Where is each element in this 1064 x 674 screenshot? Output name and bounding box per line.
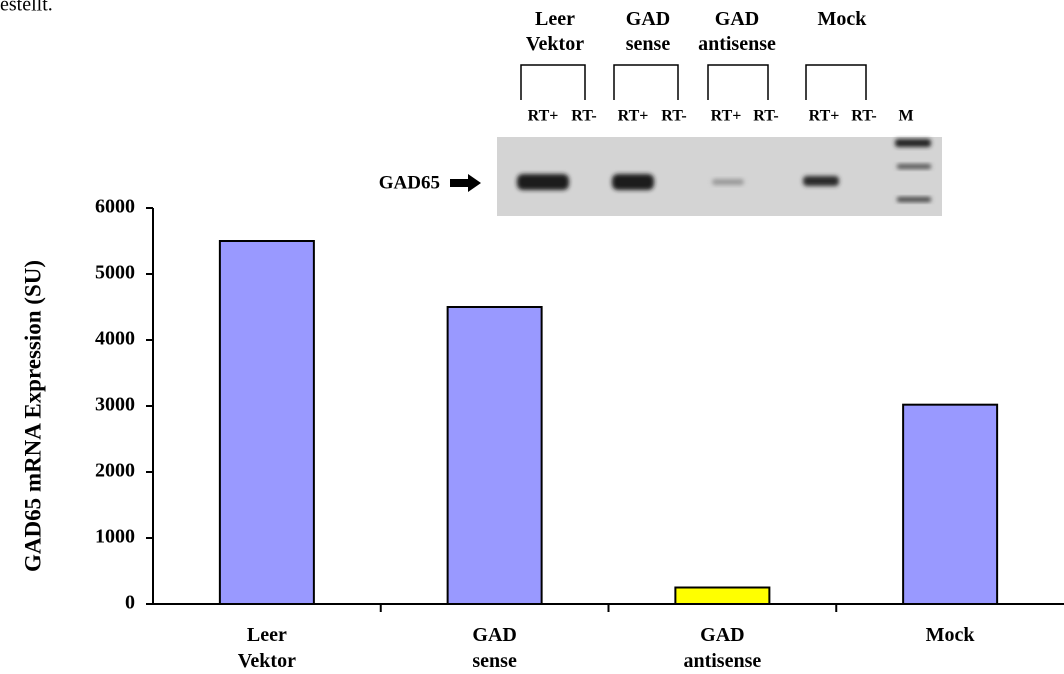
gel-image [450,65,942,216]
lane-group-label-line: GAD [626,8,670,30]
band-label: GAD65 [379,172,440,193]
x-tick-label: GAD sense [472,624,517,672]
lane-label: RT+ [618,108,649,125]
lane-group-label-line: sense [626,33,671,55]
x-tick-label: Mock [926,624,976,646]
x-tick-label-line: Vektor [238,650,296,672]
x-tick-label-line: sense [472,650,517,672]
lane-label: RT- [753,108,779,125]
x-tick-label: GAD antisense [683,624,761,672]
lane-label: RT- [661,108,687,125]
chart: estellt. GAD65 mRNA Expression (SU) 0 1000… [0,0,1064,674]
x-tick-label-line: GAD [472,624,516,646]
lane-group-label: Leer Vektor [526,8,584,55]
y-tick-label: 1000 [95,526,135,548]
y-tick-label: 2000 [95,460,135,482]
bar [448,307,542,604]
lane-group-label-line: Vektor [526,33,584,55]
y-tick-label: 3000 [95,394,135,416]
lane-label: RT- [571,108,597,125]
marker-label: M [898,108,913,125]
y-axis-label: GAD65 mRNA Expression (SU) [20,260,45,572]
lane-group-label-line: antisense [698,33,776,55]
lane-label: RT+ [711,108,742,125]
lane-group-label: GAD sense [626,8,671,55]
lane-group-label: Mock [818,8,868,30]
lane-group-label-line: GAD [715,8,759,30]
x-tick-label-line: antisense [683,650,761,672]
y-tick-label: 0 [125,592,135,614]
bar [675,588,769,605]
y-tick-label: 5000 [95,262,135,284]
lane-label: RT+ [809,108,840,125]
lane-group-label-line: Mock [818,8,868,30]
lane-group-label: GAD antisense [698,8,776,55]
bar [220,241,314,604]
caption-fragment: estellt. [0,0,53,16]
x-tick-label: Leer Vektor [238,624,296,672]
y-tick-label: 6000 [95,196,135,218]
lane-label: RT- [851,108,877,125]
lane-group-label-line: Leer [535,8,575,30]
lane-label: RT+ [528,108,559,125]
y-tick-label: 4000 [95,328,135,350]
x-tick-label-line: Mock [926,624,976,646]
x-tick-label-line: Leer [247,624,287,646]
bar [903,405,997,604]
x-tick-label-line: GAD [700,624,744,646]
